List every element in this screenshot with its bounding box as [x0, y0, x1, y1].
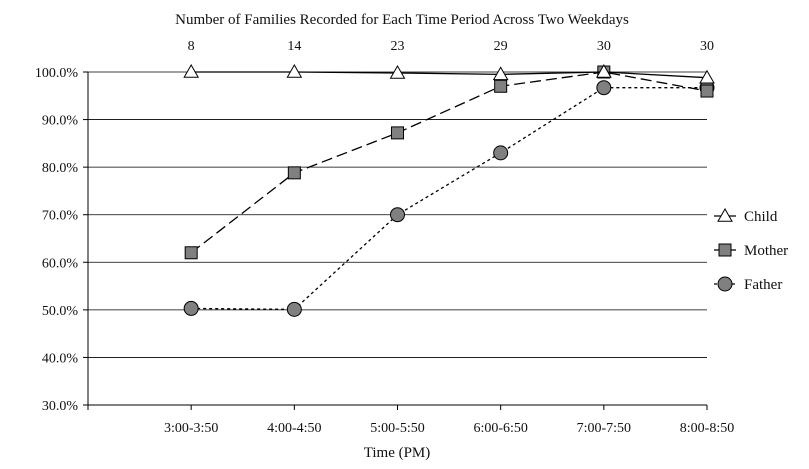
family-count-label: 30 [597, 39, 611, 54]
data-point-child [389, 64, 406, 79]
series-mother [184, 65, 714, 260]
data-point-child [183, 63, 200, 78]
x-tick-label: 3:00-3:50 [164, 421, 218, 436]
legend-marker-father [717, 276, 733, 292]
series-layer [183, 63, 715, 317]
data-point-mother [184, 246, 198, 260]
legend-item-mother: Mother [714, 243, 788, 259]
x-tick-label: 5:00-5:50 [370, 421, 424, 436]
series-line-father [191, 87, 707, 311]
data-point-mother [391, 126, 404, 140]
x-tick-label: 4:00-4:50 [267, 421, 321, 436]
family-count-label: 29 [494, 39, 508, 54]
data-point-father [596, 80, 612, 96]
label-layer: 30.0% 40.0% 50.0% 60.0% 70.0% 80.0% 90.0% 100.0… [35, 39, 734, 436]
y-tick-label: 40.0% [42, 351, 79, 366]
data-point-child [492, 66, 509, 81]
x-tick-label: 8:00-8:50 [680, 421, 734, 436]
data-point-mother [494, 79, 508, 93]
data-point-child [595, 63, 612, 78]
data-point-father [493, 145, 509, 161]
data-point-father [286, 301, 302, 317]
data-point-father [390, 207, 405, 223]
y-tick-label: 80.0% [42, 161, 79, 176]
series-father [183, 80, 715, 317]
family-count-label: 23 [391, 39, 405, 54]
legend: Child Mother Father [714, 207, 788, 293]
legend-item-child: Child [714, 207, 778, 225]
y-tick-label: 100.0% [35, 66, 79, 81]
x-tick-label: 7:00-7:50 [577, 421, 631, 436]
series-child [183, 63, 715, 84]
y-tick-label: 50.0% [42, 304, 79, 319]
y-tick-label: 90.0% [42, 114, 79, 129]
legend-marker-child [717, 207, 733, 222]
series-line-child [191, 71, 708, 79]
x-tick-label: 6:00-6:50 [473, 421, 527, 436]
family-count-label: 14 [287, 39, 301, 54]
family-count-label: 8 [188, 39, 195, 54]
x-axis-label: Time (PM) [364, 445, 431, 461]
legend-label-mother: Mother [744, 243, 788, 259]
data-point-mother [287, 166, 301, 180]
y-tick-label: 60.0% [42, 256, 79, 271]
data-point-mother [700, 84, 714, 98]
legend-marker-mother [718, 243, 732, 257]
family-count-label: 30 [700, 39, 714, 54]
legend-item-father: Father [714, 276, 782, 293]
axis-layer [83, 71, 708, 410]
data-point-child [699, 69, 715, 84]
legend-label-father: Father [744, 277, 782, 293]
series-line-mother [190, 71, 708, 254]
legend-label-child: Child [744, 209, 778, 225]
chart-title: Number of Families Recorded for Each Tim… [175, 12, 629, 28]
data-point-father [183, 300, 199, 316]
grid-layer [88, 71, 707, 406]
y-tick-label: 30.0% [42, 399, 79, 414]
y-tick-label: 70.0% [42, 209, 79, 224]
data-point-child [286, 63, 303, 78]
